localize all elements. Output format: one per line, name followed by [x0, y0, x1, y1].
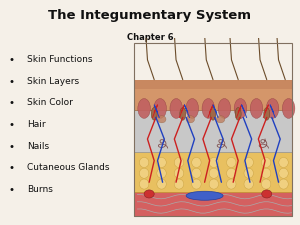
Circle shape: [140, 179, 149, 189]
Text: Skin Functions: Skin Functions: [27, 55, 92, 64]
Circle shape: [209, 179, 218, 189]
Text: Hair: Hair: [27, 120, 46, 129]
Circle shape: [174, 168, 184, 178]
Circle shape: [279, 168, 288, 178]
Ellipse shape: [282, 99, 295, 118]
Circle shape: [192, 158, 201, 167]
Ellipse shape: [210, 108, 216, 120]
Circle shape: [244, 179, 254, 189]
Circle shape: [226, 168, 236, 178]
Ellipse shape: [144, 190, 154, 198]
Circle shape: [261, 158, 271, 167]
Ellipse shape: [234, 99, 247, 118]
Circle shape: [261, 168, 271, 178]
FancyBboxPatch shape: [134, 108, 292, 152]
Ellipse shape: [186, 116, 194, 123]
Circle shape: [226, 179, 236, 189]
Ellipse shape: [264, 108, 270, 120]
Ellipse shape: [250, 99, 263, 118]
Text: •: •: [9, 77, 15, 87]
Ellipse shape: [151, 108, 157, 120]
Ellipse shape: [186, 191, 223, 200]
Ellipse shape: [158, 116, 166, 123]
Ellipse shape: [202, 99, 214, 118]
Ellipse shape: [218, 99, 231, 118]
Circle shape: [279, 179, 288, 189]
Circle shape: [157, 168, 166, 178]
Circle shape: [244, 158, 254, 167]
Circle shape: [157, 158, 166, 167]
Ellipse shape: [235, 108, 241, 120]
Ellipse shape: [170, 99, 182, 118]
Circle shape: [140, 158, 149, 167]
Text: •: •: [9, 185, 15, 195]
Circle shape: [192, 179, 201, 189]
Ellipse shape: [216, 116, 225, 123]
Text: •: •: [9, 55, 15, 65]
FancyBboxPatch shape: [134, 80, 292, 89]
Text: •: •: [9, 142, 15, 151]
Circle shape: [157, 179, 166, 189]
Ellipse shape: [138, 99, 150, 118]
Circle shape: [279, 158, 288, 167]
Circle shape: [244, 168, 254, 178]
Ellipse shape: [186, 99, 199, 118]
Text: Chapter 6: Chapter 6: [127, 33, 173, 42]
Ellipse shape: [262, 190, 272, 198]
Text: Cutaneous Glands: Cutaneous Glands: [27, 163, 110, 172]
Ellipse shape: [154, 99, 167, 118]
Circle shape: [192, 168, 201, 178]
Ellipse shape: [266, 99, 279, 118]
Text: The Integumentary System: The Integumentary System: [49, 9, 251, 22]
Text: Burns: Burns: [27, 185, 53, 194]
FancyBboxPatch shape: [134, 151, 292, 192]
Circle shape: [261, 179, 271, 189]
Circle shape: [174, 179, 184, 189]
FancyBboxPatch shape: [134, 191, 292, 216]
Circle shape: [140, 168, 149, 178]
Text: •: •: [9, 120, 15, 130]
FancyBboxPatch shape: [134, 80, 292, 110]
Text: •: •: [9, 163, 15, 173]
Text: Nails: Nails: [27, 142, 49, 151]
Text: Skin Color: Skin Color: [27, 98, 73, 107]
Circle shape: [209, 158, 218, 167]
Circle shape: [226, 158, 236, 167]
Circle shape: [209, 168, 218, 178]
Text: •: •: [9, 98, 15, 108]
Ellipse shape: [180, 108, 186, 120]
Circle shape: [174, 158, 184, 167]
Text: Skin Layers: Skin Layers: [27, 77, 79, 86]
